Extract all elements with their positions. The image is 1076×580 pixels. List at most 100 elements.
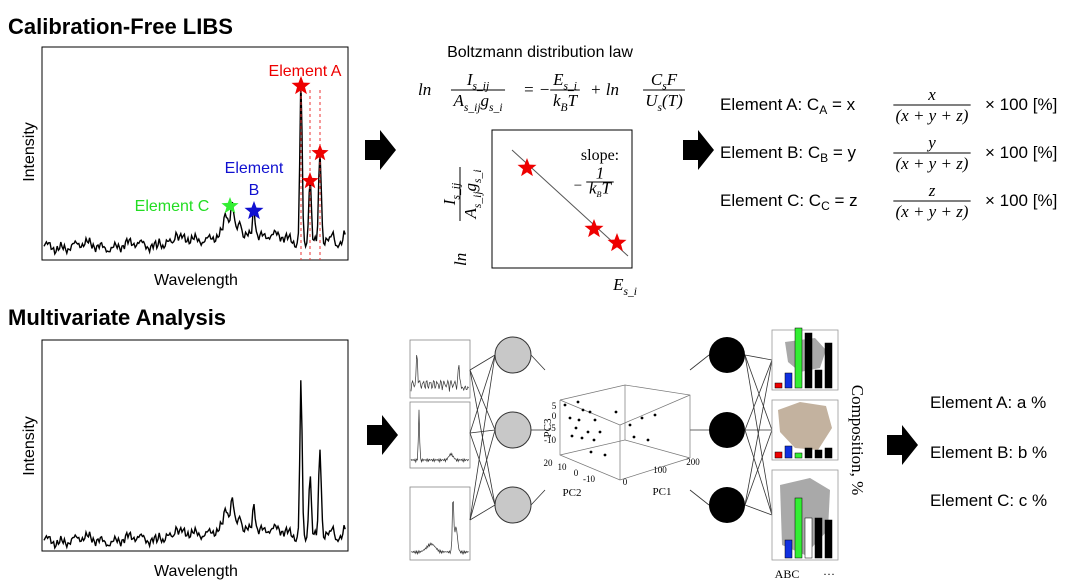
formula-subscript: C — [821, 199, 830, 213]
composition-bar — [825, 448, 832, 458]
formula-label: Element B: CB = y — [720, 143, 857, 165]
mini-spectrum — [411, 355, 469, 392]
math-subscript: s_i — [489, 101, 502, 114]
math-text: kBT — [553, 91, 579, 114]
formula-text: = z — [830, 191, 858, 210]
pca-tick-label: 20 — [544, 458, 554, 468]
formula-text: = y — [828, 143, 856, 162]
pca-tick-label: -10 — [583, 474, 595, 484]
math-text: CsF — [651, 70, 678, 93]
composition-bar — [825, 343, 832, 388]
composition-bar — [815, 450, 822, 458]
formula-text: Element A: C — [720, 95, 819, 114]
composition-bar — [805, 448, 812, 458]
formula-suffix: × 100 [%] — [985, 191, 1057, 210]
pca-point — [577, 401, 580, 404]
pca-point — [641, 417, 644, 420]
star — [221, 197, 238, 213]
composition-bar — [795, 453, 802, 458]
pca-tick-label: 200 — [686, 457, 700, 467]
pca-point — [587, 431, 590, 434]
arrow — [683, 130, 714, 170]
pca-tick-label: 5 — [552, 401, 557, 411]
pca-tick-label: -5 — [548, 423, 556, 433]
pca-point — [594, 419, 597, 422]
math-text: Es_i — [612, 275, 637, 298]
math-text: (x + y + z) — [896, 154, 969, 173]
pca-point — [633, 436, 636, 439]
pca-tick-label: 100 — [653, 465, 667, 475]
output-node — [709, 337, 745, 373]
pca-tick-label: -10 — [544, 435, 556, 445]
pca-point — [582, 409, 585, 412]
connection — [745, 430, 772, 515]
connection — [531, 490, 545, 505]
star — [608, 233, 627, 251]
peak-label: Element — [225, 160, 284, 177]
math-symbol: T — [602, 178, 613, 197]
connection — [690, 490, 709, 505]
diagram: Calibration-Free LIBS Multivariate Analy… — [0, 0, 1076, 580]
composition-bar — [785, 446, 792, 458]
math-text: ln — [418, 80, 431, 99]
formula-text: = x — [827, 95, 855, 114]
mini-spectrum — [411, 502, 469, 554]
formula-text: Element C: C — [720, 191, 821, 210]
composition-bar — [775, 452, 782, 458]
composition-bar — [785, 540, 792, 558]
composition-bar — [795, 498, 802, 558]
arrow — [367, 415, 398, 455]
result: Element C: c % — [930, 491, 1047, 510]
composition-label: Composition, % — [848, 385, 867, 496]
math-text: (x + y + z) — [896, 202, 969, 221]
input-node — [495, 337, 531, 373]
math-text: kBT — [589, 178, 613, 198]
arrow — [887, 425, 918, 465]
arrow — [365, 130, 396, 170]
connection — [745, 505, 772, 515]
math-text: As_ijgs_i — [461, 169, 484, 219]
formula-suffix: × 100 [%] — [985, 95, 1057, 114]
pca-point — [593, 439, 596, 442]
formula-label: Element A: CA = x — [720, 95, 856, 117]
formula-suffix: × 100 [%] — [985, 143, 1057, 162]
math-symbol: A — [452, 91, 464, 110]
composition-bar — [805, 333, 812, 388]
axis-label: Intensity — [21, 416, 38, 476]
pca-grid — [620, 395, 690, 425]
pca-point — [654, 414, 657, 417]
connection — [470, 430, 495, 433]
formula-subscript: B — [820, 151, 828, 165]
math-text: Es_i — [552, 70, 577, 93]
slope-label: slope: — [581, 147, 619, 164]
equation-title: Boltzmann distribution law — [447, 44, 633, 61]
pca-tick-label: 0 — [552, 411, 557, 421]
mini-spectrum-frame — [410, 340, 470, 398]
composition-bar — [785, 373, 792, 388]
math-symbol: (x + y + z) — [896, 202, 969, 221]
composition-bar — [815, 518, 822, 558]
math-text: Is_ij — [466, 70, 489, 93]
math-subscript: s_ij — [464, 101, 481, 114]
ellipsis: ··· — [823, 567, 835, 580]
pca-grid — [560, 385, 625, 455]
pca-point — [599, 431, 602, 434]
pca-point — [615, 411, 618, 414]
input-node — [495, 412, 531, 448]
result: Element B: b % — [930, 443, 1047, 462]
connection — [690, 355, 709, 370]
section-title: Calibration-Free LIBS — [8, 14, 233, 39]
formula-label: Element C: CC = z — [720, 191, 858, 213]
spectrum-line — [44, 78, 345, 254]
result: Element A: a % — [930, 393, 1046, 412]
math-subscript: s_i — [471, 169, 484, 182]
math-text: As_ijgs_i — [452, 91, 502, 114]
math-text: Us(T) — [645, 91, 683, 114]
mini-spectrum — [411, 410, 469, 462]
math-text: Is_ij — [440, 183, 463, 206]
section-title: Multivariate Analysis — [8, 305, 226, 330]
input-node — [495, 487, 531, 523]
slope-sign: − — [574, 178, 582, 194]
math-symbol: C — [651, 70, 663, 89]
